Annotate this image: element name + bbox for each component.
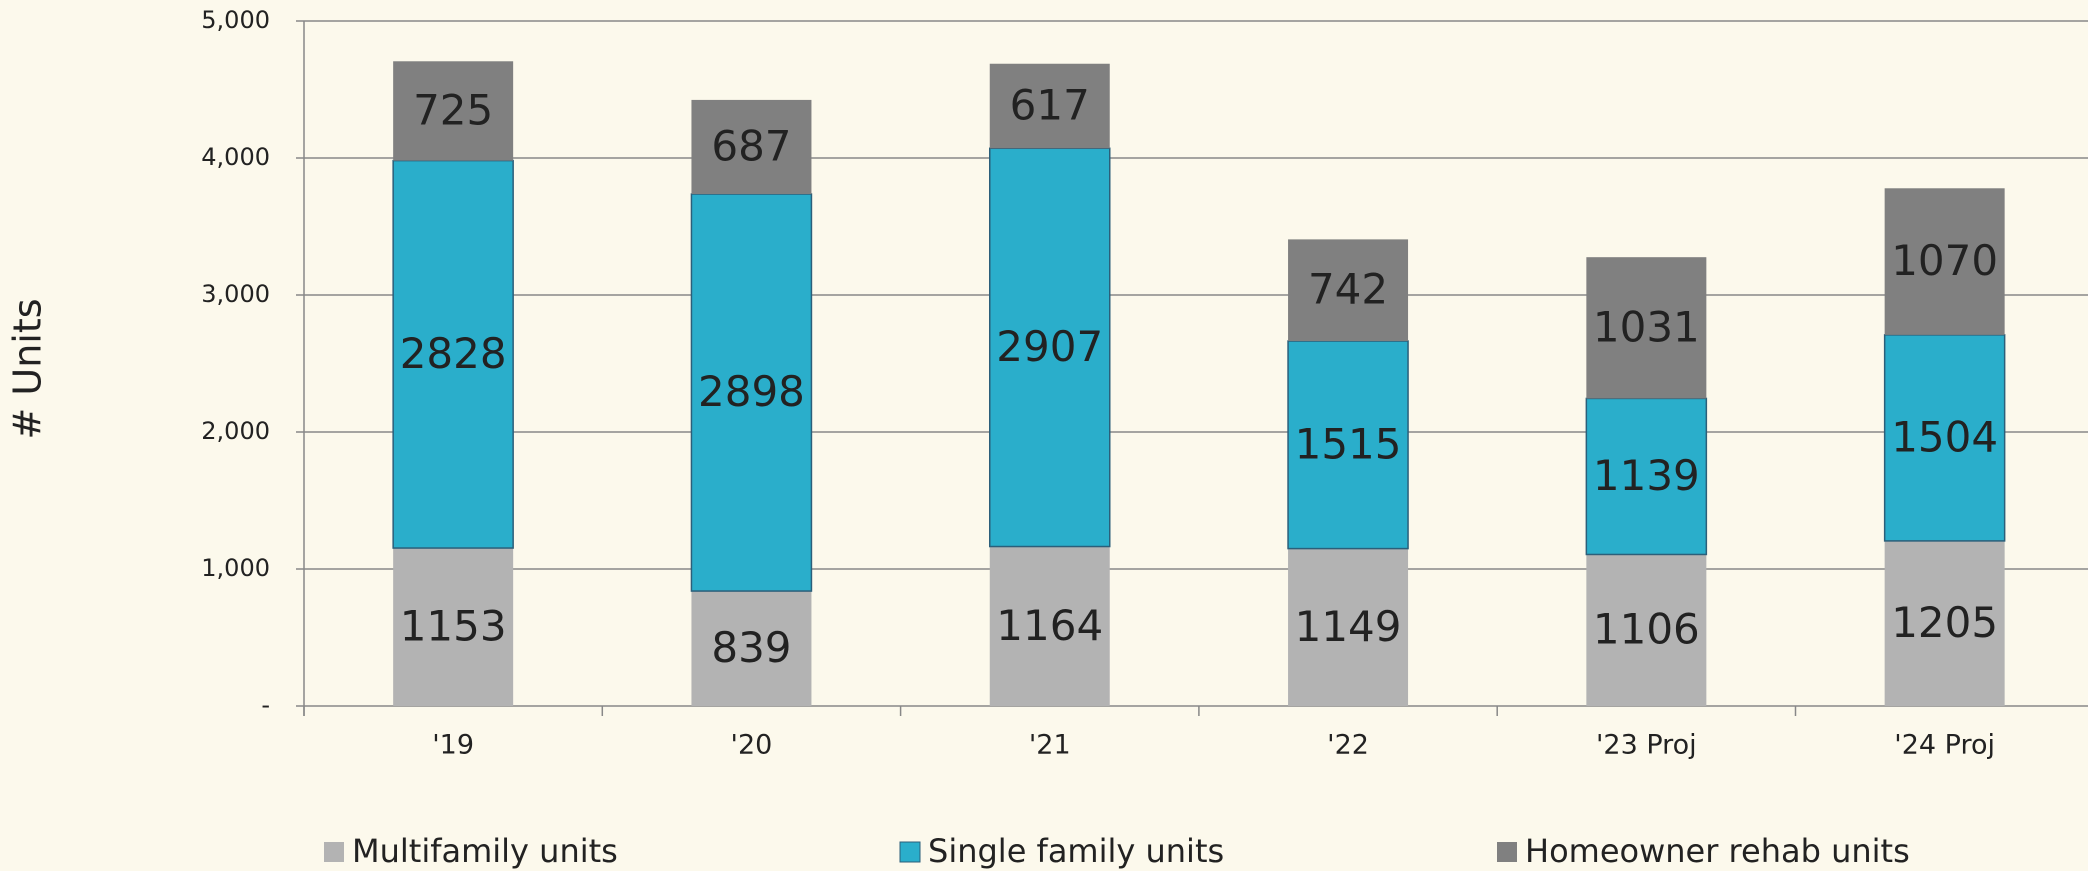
data-label: 742	[1308, 265, 1388, 314]
legend-swatch	[324, 842, 344, 862]
data-label: 1139	[1593, 451, 1700, 500]
y-tick-label: 3,000	[201, 280, 270, 308]
data-label: 1153	[400, 602, 507, 651]
y-tick-label: -	[261, 691, 270, 719]
data-label: 1070	[1891, 236, 1998, 285]
bar-segment	[392, 159, 514, 549]
bar-segment	[1586, 554, 1707, 706]
bar-segment	[1884, 540, 2005, 706]
data-label: 839	[711, 623, 791, 672]
data-label: 1515	[1295, 419, 1402, 468]
bar-segment	[690, 193, 813, 592]
bar-segment	[1288, 239, 1409, 342]
y-tick-label: 1,000	[201, 554, 270, 582]
data-label: 2828	[400, 329, 507, 378]
data-label: 1149	[1295, 602, 1402, 651]
x-tick-label: '20	[731, 730, 773, 761]
legend-swatch	[1497, 842, 1517, 862]
legend-label: Single family units	[928, 832, 1224, 870]
data-label: 687	[711, 121, 791, 170]
legend-swatch	[899, 841, 921, 863]
x-tick-label: '21	[1029, 730, 1071, 761]
legend-label: Multifamily units	[352, 832, 618, 870]
x-tick-label: '22	[1327, 730, 1369, 761]
y-tick-label: 4,000	[201, 143, 270, 171]
data-label: 1205	[1891, 598, 1998, 647]
bar-segment	[1288, 548, 1409, 706]
data-label: 725	[413, 85, 493, 134]
bar-segment	[393, 548, 514, 706]
bar-segment	[1287, 340, 1409, 550]
bar-segment	[1884, 188, 2005, 335]
bar-segment	[1585, 397, 1708, 556]
bar-segment	[691, 591, 812, 706]
x-tick-label: '24 Proj	[1894, 730, 1995, 761]
data-label: 1031	[1593, 302, 1700, 351]
bar-segment	[989, 546, 1110, 706]
bar-segment	[1883, 334, 2006, 542]
y-axis-title: # Units	[6, 298, 50, 439]
bar-segment	[989, 147, 1111, 548]
bar-segment	[1586, 257, 1707, 399]
data-label: 1164	[996, 601, 1103, 650]
x-tick-label: '23 Proj	[1596, 730, 1697, 761]
bar-segment	[393, 61, 514, 161]
bar-segment	[989, 63, 1110, 149]
legend-label: Homeowner rehab units	[1525, 832, 1910, 870]
y-tick-label: 5,000	[201, 6, 270, 34]
y-tick-label: 2,000	[201, 417, 270, 445]
bar-segment	[691, 99, 812, 195]
data-label: 2907	[996, 322, 1103, 371]
data-label: 617	[1010, 81, 1090, 130]
x-tick-label: '19	[432, 730, 474, 761]
data-label: 1504	[1891, 412, 1998, 461]
data-label: 1106	[1593, 605, 1700, 654]
data-label: 2898	[698, 367, 805, 416]
